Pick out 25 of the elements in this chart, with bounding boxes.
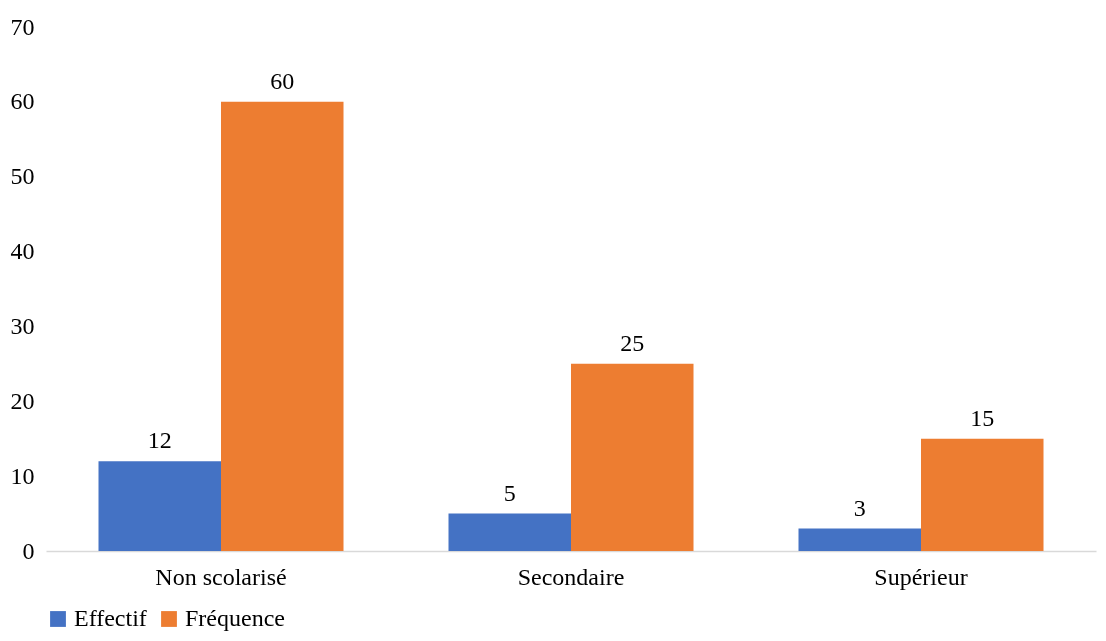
y-tick-label: 10 <box>10 462 35 489</box>
bar <box>798 528 921 551</box>
data-label: 60 <box>270 67 295 94</box>
bar <box>921 438 1044 551</box>
data-label: 3 <box>853 494 866 521</box>
bar <box>221 101 344 551</box>
legend-label: Fréquence <box>185 605 285 631</box>
data-label: 5 <box>503 479 516 506</box>
y-tick-label: 0 <box>22 537 35 564</box>
y-tick-label: 60 <box>10 88 35 115</box>
y-tick-label: 50 <box>10 163 35 190</box>
y-tick-label: 20 <box>10 387 35 414</box>
x-tick-label: Supérieur <box>874 563 968 590</box>
data-label: 15 <box>970 404 995 431</box>
bar <box>98 461 221 551</box>
x-tick-label: Secondaire <box>517 563 625 590</box>
y-tick-label: 30 <box>10 312 35 339</box>
y-tick-label: 70 <box>10 13 35 40</box>
bar <box>448 513 571 551</box>
data-label: 12 <box>147 427 172 454</box>
legend-label: Effectif <box>74 605 147 631</box>
x-tick-label: Non scolarisé <box>155 563 287 590</box>
y-tick-label: 40 <box>10 238 35 265</box>
bar <box>571 363 694 551</box>
data-label: 25 <box>620 329 645 356</box>
